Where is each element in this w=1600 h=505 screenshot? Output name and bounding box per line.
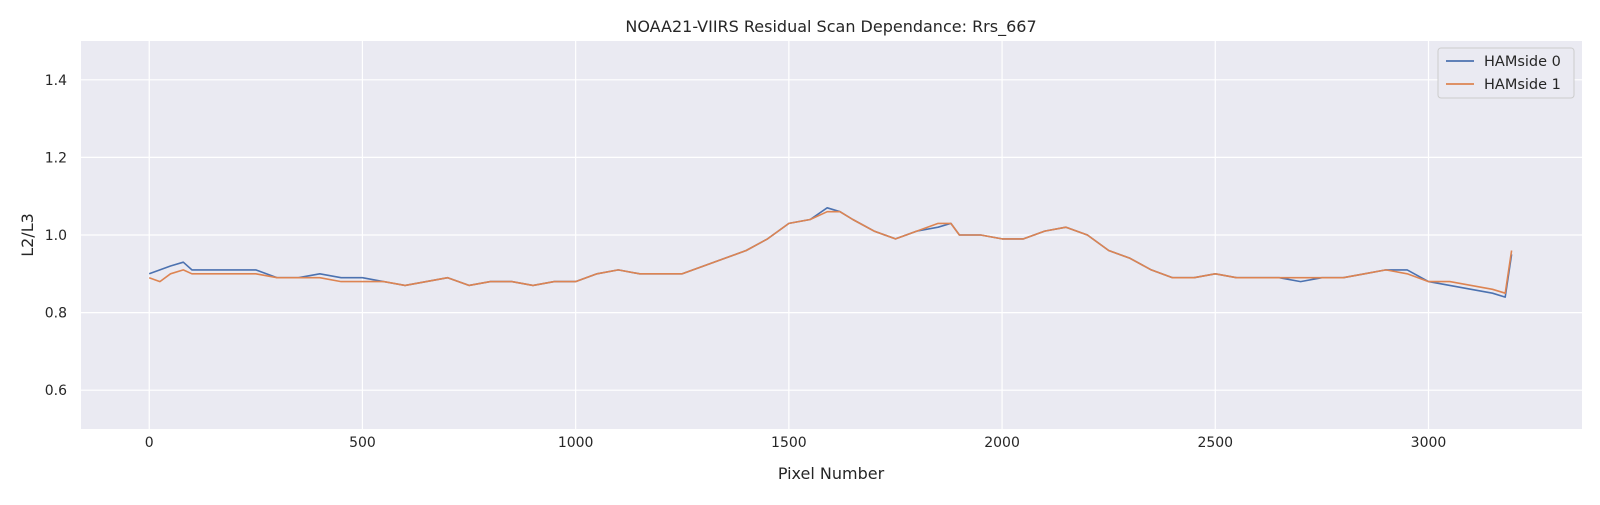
series-line-hamside-1: [148, 210, 1513, 294]
y-tick-label: 0.6: [45, 383, 67, 399]
y-tick-label: 1.4: [45, 73, 67, 89]
x-tick-label: 1500: [771, 435, 807, 451]
x-tick-label: 3000: [1411, 435, 1447, 451]
y-tick-label: 1.0: [45, 228, 67, 244]
x-axis-label: Pixel Number: [778, 464, 885, 483]
x-tick-label: 0: [145, 435, 154, 451]
chart-title: NOAA21-VIIRS Residual Scan Dependance: R…: [625, 17, 1036, 37]
grid-lines: [81, 41, 1582, 429]
x-axis-ticks: 0 500 1000 1500 2000 2500 3000: [145, 435, 1447, 451]
x-tick-label: 500: [349, 435, 376, 451]
y-axis-label: L2/L3: [18, 213, 37, 257]
legend-label-hamside-0: HAMside 0: [1484, 54, 1561, 70]
y-tick-label: 1.2: [45, 150, 67, 166]
x-tick-label: 2000: [984, 435, 1020, 451]
x-tick-label: 1000: [558, 435, 594, 451]
series-line-hamside-0: [148, 207, 1513, 298]
x-tick-label: 2500: [1197, 435, 1233, 451]
legend-label-hamside-1: HAMside 1: [1484, 77, 1561, 93]
y-tick-label: 0.8: [45, 306, 67, 322]
legend: HAMside 0 HAMside 1: [1437, 47, 1575, 99]
series-lines: [148, 207, 1513, 298]
y-axis-ticks: 0.6 0.8 1.0 1.2 1.4: [45, 73, 67, 399]
